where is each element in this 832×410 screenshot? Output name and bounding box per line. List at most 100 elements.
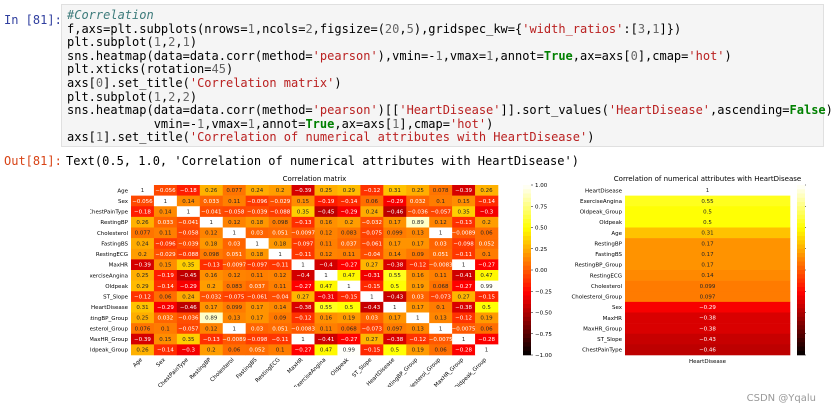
code-token: 'Correlation matrix' xyxy=(189,76,335,90)
colorbar-segment xyxy=(797,299,805,305)
heatmap-cell xyxy=(153,333,178,345)
code-token: ]}) xyxy=(659,21,682,36)
row-tick-label: RestingBP_Group xyxy=(575,263,623,269)
cell-value-label: 0.051 xyxy=(226,252,242,258)
cell-value-label: −0.13 xyxy=(295,220,312,226)
heatmap-cell xyxy=(314,301,338,313)
heatmap-cell xyxy=(475,280,499,292)
cell-value-label: −0.29 xyxy=(340,209,357,215)
cell-value-label: 0.89 xyxy=(205,316,218,322)
cell-value-label: 0.03 xyxy=(412,294,425,300)
cell-value-label: 1 xyxy=(210,220,214,226)
heatmap-cell xyxy=(383,206,407,218)
colorbar-segment xyxy=(523,265,531,271)
colorbar-segment xyxy=(797,210,805,216)
heatmap-cell xyxy=(360,216,384,228)
cell-value-label: 0.13 xyxy=(412,326,425,332)
heatmap-cell xyxy=(176,227,201,239)
cell-value-label: 0.037 xyxy=(249,284,265,290)
colorbar-segment xyxy=(523,346,531,352)
cell-value-label: −0.4 xyxy=(319,263,333,269)
code-token: 1 xyxy=(153,89,161,104)
heatmap-cell xyxy=(291,301,315,313)
heatmap-cell xyxy=(153,195,178,207)
cell-value-label: −0.029 xyxy=(155,252,176,258)
cell-value-label: 0.033 xyxy=(203,199,219,205)
cell-value-label: −0.18 xyxy=(180,188,197,194)
cell-value-label: 0.1 xyxy=(436,305,445,311)
code-token: ) xyxy=(334,76,342,90)
heatmap-cell xyxy=(222,206,246,218)
cell-value-label: −0.19 xyxy=(157,273,174,279)
heatmap-cell xyxy=(153,238,178,250)
cell-value-label: −0.13 xyxy=(455,220,472,226)
cell-value-label: 0.29 xyxy=(136,284,149,290)
heatmap-cell xyxy=(176,333,201,345)
cell-value-label: 0.24 xyxy=(136,241,149,247)
code-token: ,annot= xyxy=(254,116,306,131)
heatmap-cell xyxy=(153,259,178,271)
colorbar-segment xyxy=(523,240,531,245)
cell-value-label: 0.14 xyxy=(274,305,287,311)
cell-value-label: 1 xyxy=(187,209,191,215)
heatmap-cell xyxy=(291,248,315,260)
cell-value-label: −0.27 xyxy=(340,263,357,269)
cell-value-label: −0.061 xyxy=(362,241,382,247)
code-token: ].set_title( xyxy=(103,130,190,145)
colorbar-segment xyxy=(523,342,531,347)
heatmap-cell xyxy=(383,323,407,335)
cell-value-label: −0.38 xyxy=(699,326,716,332)
cell-value-label: 0.27 xyxy=(366,263,379,269)
heatmap-cell xyxy=(406,312,430,324)
cell-value-label: 0.15 xyxy=(297,199,310,205)
heatmap-cell xyxy=(153,227,178,239)
heatmap-cell xyxy=(245,216,269,228)
heatmap-cell xyxy=(383,333,407,345)
heatmap-cell xyxy=(383,270,407,281)
cell-value-label: −0.029 xyxy=(270,199,291,205)
code-token: 2 xyxy=(168,35,176,50)
row-tick-label: RestingECG xyxy=(590,273,622,279)
heatmap-cell xyxy=(452,216,476,228)
cell-value-label: 0.06 xyxy=(228,348,241,354)
code-cell[interactable]: #Correlation f,axs=plt.subplots(nrows=1,n… xyxy=(61,4,832,147)
heatmap-cell xyxy=(337,270,361,281)
heatmap-cell xyxy=(245,270,269,281)
code-token: 'hot' xyxy=(688,48,725,63)
heatmap-cell xyxy=(131,344,155,356)
heatmap-cell xyxy=(245,195,269,207)
cell-value-label: 0.06 xyxy=(159,294,172,300)
cell-value-label: 0.5 xyxy=(390,348,399,354)
heatmap-cell xyxy=(176,312,201,324)
cell-value-label: 0.03 xyxy=(251,231,264,237)
cell-value-label: −0.19 xyxy=(318,199,335,205)
row-tick-label: RestingBP xyxy=(100,220,128,226)
cell-value-label: −0.073 xyxy=(362,326,383,332)
cell-value-label: −0.46 xyxy=(699,348,716,354)
row-tick-label: ChestPainType xyxy=(90,210,129,216)
heatmap-cell xyxy=(176,291,201,303)
cell-value-label: −0.38 xyxy=(295,305,312,311)
cell-value-label: −0.0083 xyxy=(291,326,315,332)
cell-value-label: −0.45 xyxy=(180,273,197,279)
cell-value-label: 0.032 xyxy=(410,199,426,205)
colorbar-segment xyxy=(797,295,805,301)
code-token: ,ascending= xyxy=(710,103,790,118)
code-token: 'pearson' xyxy=(312,48,378,63)
heatmap-cell xyxy=(222,291,246,303)
cell-value-label: 0.27 xyxy=(297,294,310,300)
heatmap-cell xyxy=(199,323,224,335)
cell-value-label: 0.2 xyxy=(207,284,216,290)
colorbar-segment xyxy=(797,333,805,339)
col-tick-label: RestingBP xyxy=(189,357,213,381)
heatmap-cell xyxy=(475,333,499,345)
heatmap-cell xyxy=(199,301,224,313)
code-token: 2 xyxy=(305,21,313,36)
cell-value-label: 0.1 xyxy=(161,326,170,332)
code-token: ,figsize=( xyxy=(312,21,385,36)
cell-value-label: 1 xyxy=(370,294,374,300)
cell-value-label: 0.47 xyxy=(343,273,356,279)
cell-value-label: −0.13 xyxy=(203,337,220,343)
cell-value-label: 0.14 xyxy=(389,252,402,258)
cell-value-label: −0.057 xyxy=(178,326,199,332)
